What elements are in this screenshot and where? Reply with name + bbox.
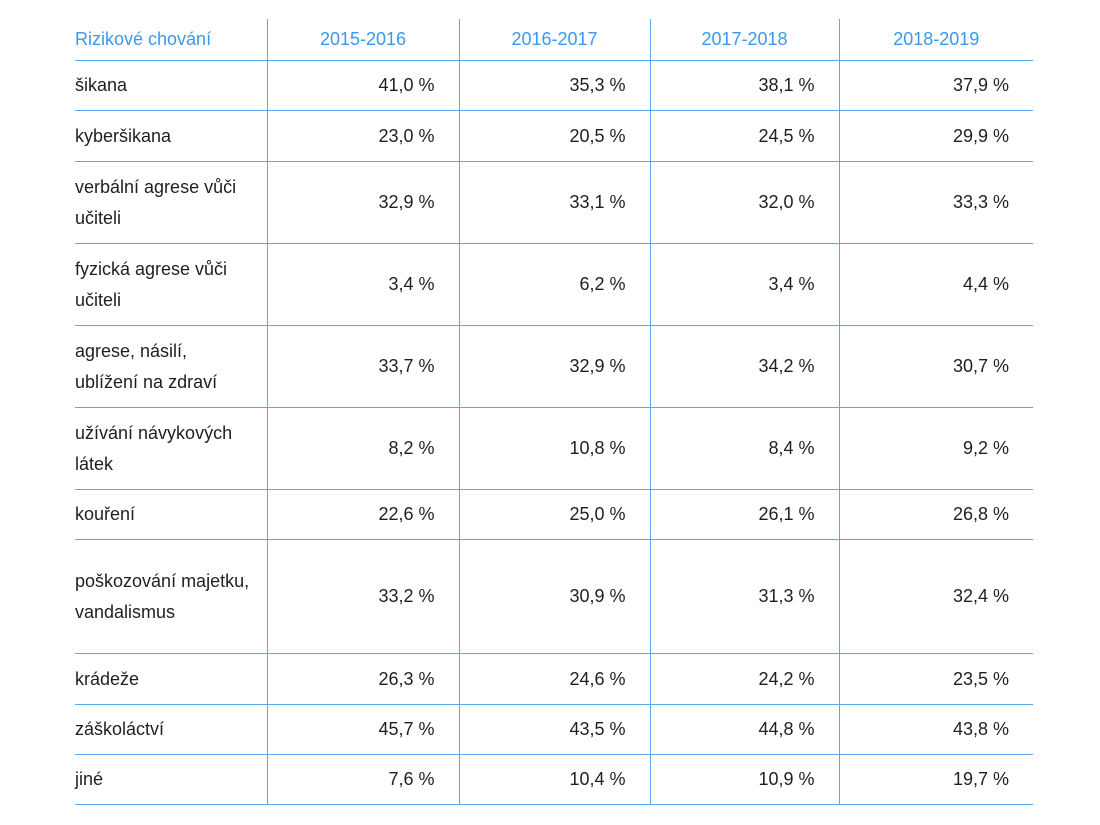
table-row: kouření 22,6 % 25,0 % 26,1 % 26,8 % xyxy=(75,489,1033,540)
row-label: agrese, násilí, ublížení na zdraví xyxy=(75,325,267,408)
table-cell: 34,2 % xyxy=(649,325,839,408)
table-cell: 33,7 % xyxy=(266,325,459,408)
table-cell: 30,7 % xyxy=(838,325,1033,408)
table-header-row: Rizikové chování 2015-2016 2016-2017 201… xyxy=(75,19,1033,61)
table-cell: 4,4 % xyxy=(838,243,1033,326)
table-cell: 22,6 % xyxy=(266,489,459,540)
table-row: záškoláctví 45,7 % 43,5 % 44,8 % 43,8 % xyxy=(75,704,1033,755)
header-year-2017-2018: 2017-2018 xyxy=(649,19,839,61)
table-row: krádeže 26,3 % 24,6 % 24,2 % 23,5 % xyxy=(75,653,1033,705)
table-row: kyberšikana 23,0 % 20,5 % 24,5 % 29,9 % xyxy=(75,110,1033,162)
table-cell: 24,2 % xyxy=(649,653,839,705)
header-year-2016-2017: 2016-2017 xyxy=(458,19,650,61)
table-cell: 26,8 % xyxy=(838,489,1033,540)
table-row: poškozování majetku, vandalismus 33,2 % … xyxy=(75,539,1033,654)
table-cell: 38,1 % xyxy=(649,60,839,111)
table-cell: 10,4 % xyxy=(458,754,650,805)
row-label: šikana xyxy=(75,60,267,111)
row-label: kouření xyxy=(75,489,267,540)
table-cell: 10,8 % xyxy=(458,407,650,490)
header-year-2015-2016: 2015-2016 xyxy=(266,19,459,61)
row-label: jiné xyxy=(75,754,267,805)
table-row: fyzická agrese vůči učiteli 3,4 % 6,2 % … xyxy=(75,243,1033,326)
table-cell: 30,9 % xyxy=(458,539,650,654)
table-cell: 33,2 % xyxy=(266,539,459,654)
table-cell: 25,0 % xyxy=(458,489,650,540)
table-cell: 19,7 % xyxy=(838,754,1033,805)
table-cell: 32,0 % xyxy=(649,161,839,244)
table-cell: 9,2 % xyxy=(838,407,1033,490)
header-risk-behavior: Rizikové chování xyxy=(75,19,267,61)
table-cell: 41,0 % xyxy=(266,60,459,111)
table-cell: 35,3 % xyxy=(458,60,650,111)
row-label: kyberšikana xyxy=(75,110,267,162)
table-row: verbální agrese vůči učiteli 32,9 % 33,1… xyxy=(75,161,1033,244)
row-label: fyzická agrese vůči učiteli xyxy=(75,243,267,326)
table-row: agrese, násilí, ublížení na zdraví 33,7 … xyxy=(75,325,1033,408)
table-cell: 32,4 % xyxy=(838,539,1033,654)
table-cell: 24,6 % xyxy=(458,653,650,705)
row-label: záškoláctví xyxy=(75,704,267,755)
row-label: poškozování majetku, vandalismus xyxy=(75,539,267,654)
header-year-2018-2019: 2018-2019 xyxy=(838,19,1033,61)
table-cell: 26,3 % xyxy=(266,653,459,705)
table-cell: 24,5 % xyxy=(649,110,839,162)
table-cell: 32,9 % xyxy=(458,325,650,408)
table-cell: 33,1 % xyxy=(458,161,650,244)
table-cell: 33,3 % xyxy=(838,161,1033,244)
table-row: šikana 41,0 % 35,3 % 38,1 % 37,9 % xyxy=(75,60,1033,111)
row-label: verbální agrese vůči učiteli xyxy=(75,161,267,244)
table-cell: 10,9 % xyxy=(649,754,839,805)
table-cell: 7,6 % xyxy=(266,754,459,805)
row-label: užívání návykových látek xyxy=(75,407,267,490)
table-cell: 37,9 % xyxy=(838,60,1033,111)
table-row: užívání návykových látek 8,2 % 10,8 % 8,… xyxy=(75,407,1033,490)
table-row: jiné 7,6 % 10,4 % 10,9 % 19,7 % xyxy=(75,754,1033,805)
table-cell: 23,0 % xyxy=(266,110,459,162)
table-cell: 3,4 % xyxy=(649,243,839,326)
table-cell: 26,1 % xyxy=(649,489,839,540)
table-cell: 6,2 % xyxy=(458,243,650,326)
table-cell: 45,7 % xyxy=(266,704,459,755)
table-cell: 20,5 % xyxy=(458,110,650,162)
table-cell: 44,8 % xyxy=(649,704,839,755)
table-cell: 29,9 % xyxy=(838,110,1033,162)
table-cell: 43,5 % xyxy=(458,704,650,755)
table-cell: 32,9 % xyxy=(266,161,459,244)
risk-behavior-table-container: Rizikové chování 2015-2016 2016-2017 201… xyxy=(75,19,1033,805)
table-cell: 31,3 % xyxy=(649,539,839,654)
table-cell: 8,4 % xyxy=(649,407,839,490)
table-cell: 8,2 % xyxy=(266,407,459,490)
table-cell: 23,5 % xyxy=(838,653,1033,705)
row-label: krádeže xyxy=(75,653,267,705)
table-cell: 43,8 % xyxy=(838,704,1033,755)
table-cell: 3,4 % xyxy=(266,243,459,326)
risk-behavior-table: Rizikové chování 2015-2016 2016-2017 201… xyxy=(75,19,1033,805)
